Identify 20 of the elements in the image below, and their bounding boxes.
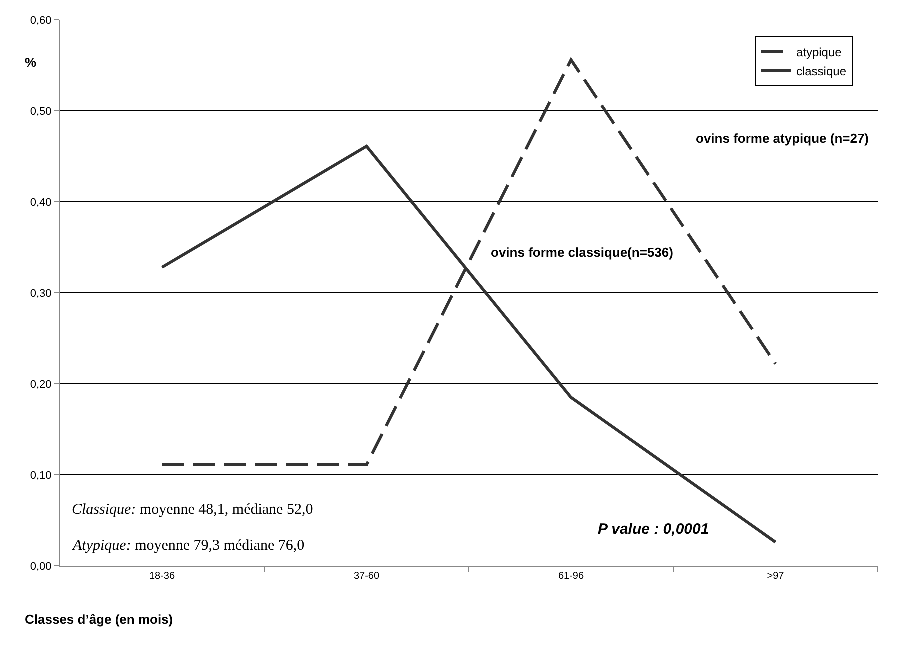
x-tick-label: 37-60 [354, 571, 380, 582]
y-tick-label: 0,50 [30, 106, 52, 118]
annotation: Classique: moyenne 48,1, médiane 52,0 [72, 502, 314, 518]
y-tick-label: 0,20 [30, 378, 52, 391]
annotation: Atypique: moyenne 79,3 médiane 76,0 [72, 538, 305, 554]
y-tick-label: 0,60 [30, 14, 52, 27]
x-tick-label: 18-36 [149, 571, 176, 582]
x-tick-label: >97 [767, 571, 785, 582]
x-tick-label: 61-96 [558, 571, 584, 582]
y-axis-title: % [25, 55, 37, 70]
legend-label: atypique [796, 46, 842, 60]
y-tick-label: 0,10 [30, 470, 52, 482]
y-tick-label: 0,30 [30, 288, 52, 300]
x-axis-title: Classes d’âge (en mois) [25, 612, 174, 627]
annotation: ovins forme atypique (n=27) [696, 131, 870, 146]
annotation: ovins forme classique(n=536) [491, 245, 674, 260]
legend-label: classique [796, 64, 847, 79]
y-tick-label: 0,40 [30, 196, 52, 209]
annotation: P value : 0,0001 [598, 521, 710, 538]
y-tick-label: 0,00 [30, 560, 52, 573]
